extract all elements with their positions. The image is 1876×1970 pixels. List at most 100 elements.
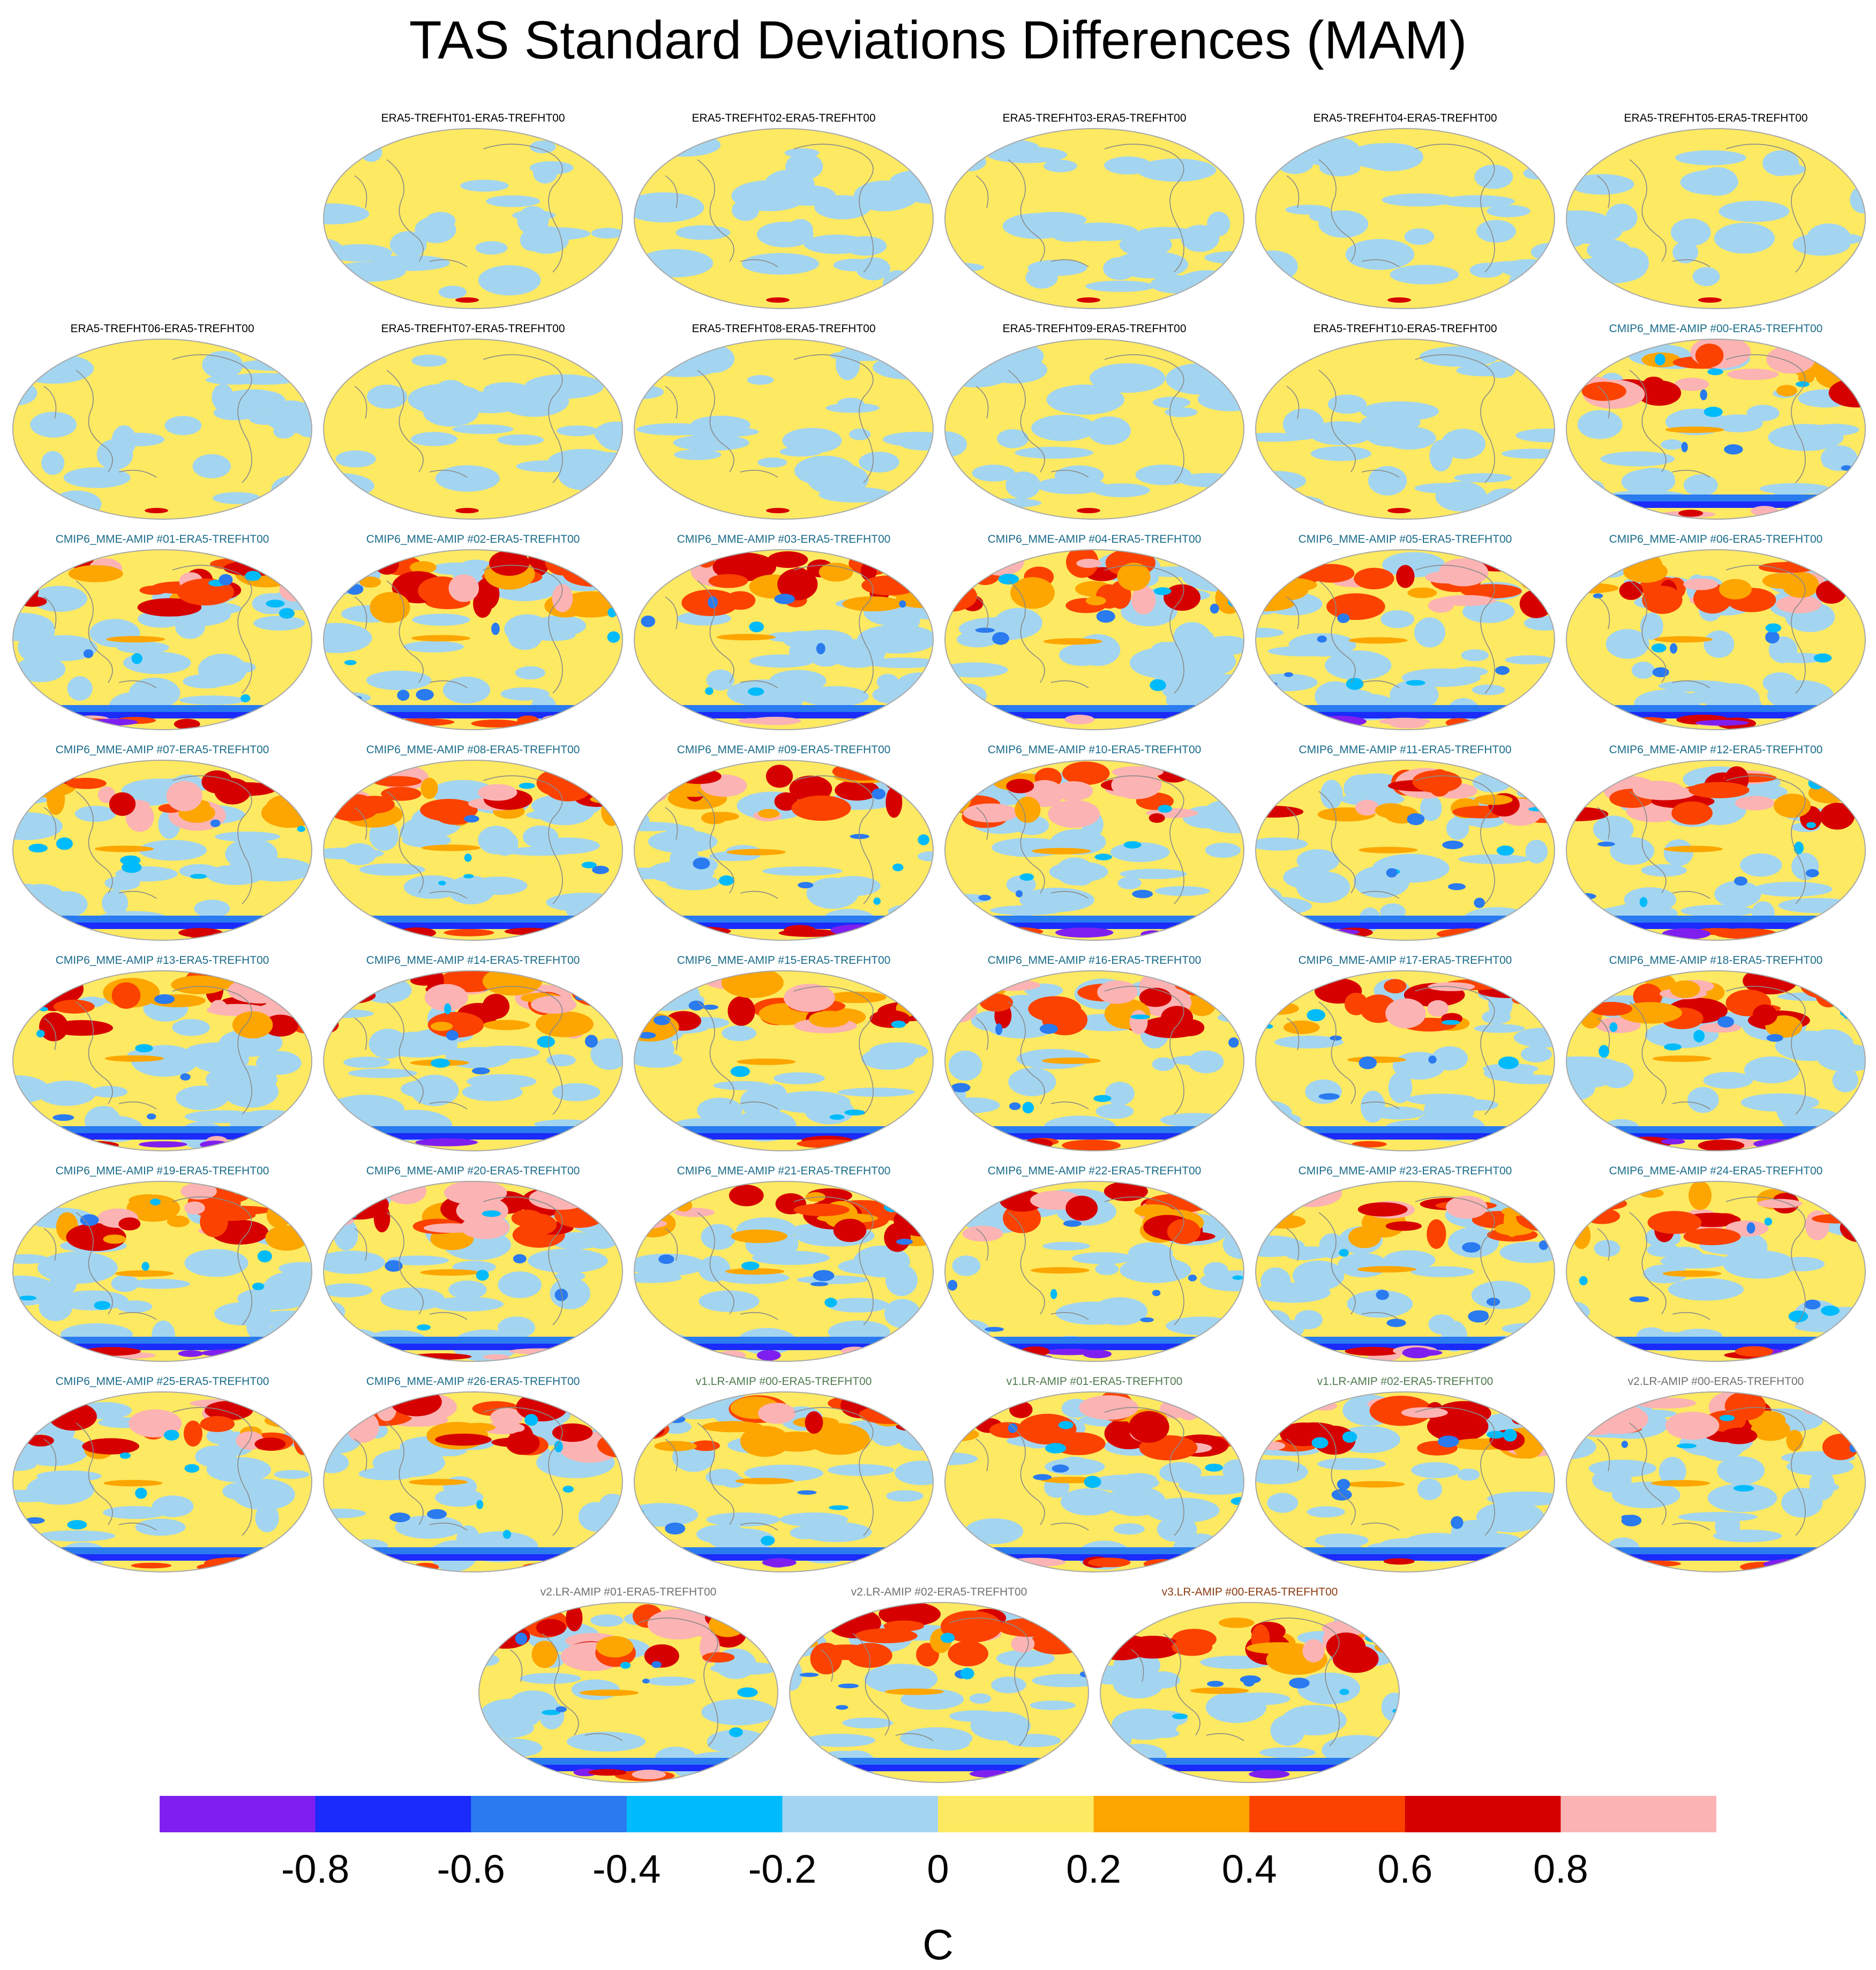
global-map	[944, 760, 1244, 941]
map-panel: ERA5-TREFHT09-ERA5-TREFHT00	[942, 322, 1247, 521]
colorbar-tick-label: 0.6	[1377, 1847, 1432, 1891]
panel-title: CMIP6_MME-AMIP #05-ERA5-TREFHT00	[1298, 533, 1512, 545]
panel-title: ERA5-TREFHT01-ERA5-TREFHT00	[381, 112, 565, 124]
panel-title: CMIP6_MME-AMIP #22-ERA5-TREFHT00	[987, 1165, 1202, 1177]
map-panel: CMIP6_MME-AMIP #00-ERA5-TREFHT00	[1563, 322, 1869, 521]
global-map	[478, 1602, 778, 1783]
global-map	[323, 128, 623, 309]
map-panel: CMIP6_MME-AMIP #23-ERA5-TREFHT00	[1252, 1164, 1558, 1364]
global-map	[634, 128, 934, 309]
panel-title: CMIP6_MME-AMIP #15-ERA5-TREFHT00	[677, 954, 891, 967]
global-map	[1100, 1602, 1400, 1783]
global-map	[944, 1181, 1244, 1362]
map-panel: ERA5-TREFHT07-ERA5-TREFHT00	[320, 322, 626, 521]
global-map	[1255, 1181, 1555, 1362]
colorbar-segment	[782, 1796, 939, 1832]
global-map	[789, 1602, 1089, 1783]
global-map	[1566, 1391, 1866, 1572]
map-panel: CMIP6_MME-AMIP #03-ERA5-TREFHT00	[631, 533, 936, 732]
global-map	[1566, 128, 1866, 309]
colorbar-segment	[938, 1796, 1094, 1832]
colorbar-tick-label: 0.2	[1066, 1847, 1121, 1891]
global-map	[1255, 128, 1555, 309]
colorbar-tick-label: 0	[927, 1847, 949, 1891]
panel-title: ERA5-TREFHT06-ERA5-TREFHT00	[70, 323, 254, 335]
global-map	[1255, 970, 1555, 1151]
global-map	[12, 549, 312, 730]
panel-title: v2.LR-AMIP #01-ERA5-TREFHT00	[540, 1586, 717, 1598]
map-panel: CMIP6_MME-AMIP #09-ERA5-TREFHT00	[631, 743, 936, 942]
colorbar-tick-label: 0.4	[1222, 1847, 1277, 1891]
panel-title: ERA5-TREFHT03-ERA5-TREFHT00	[1002, 112, 1187, 124]
map-panel: CMIP6_MME-AMIP #25-ERA5-TREFHT00	[10, 1375, 315, 1574]
global-map	[1566, 970, 1866, 1151]
global-map	[634, 339, 934, 520]
map-panel: ERA5-TREFHT05-ERA5-TREFHT00	[1563, 111, 1869, 311]
map-panel: ERA5-TREFHT03-ERA5-TREFHT00	[942, 111, 1247, 311]
panel-title: CMIP6_MME-AMIP #01-ERA5-TREFHT00	[55, 533, 269, 545]
panel-title: CMIP6_MME-AMIP #10-ERA5-TREFHT00	[987, 744, 1202, 756]
panel-title: ERA5-TREFHT04-ERA5-TREFHT00	[1313, 112, 1497, 124]
map-panel: v2.LR-AMIP #02-ERA5-TREFHT00	[786, 1585, 1092, 1785]
global-map	[944, 339, 1244, 520]
panel-title: CMIP6_MME-AMIP #24-ERA5-TREFHT00	[1609, 1165, 1823, 1177]
map-panel: ERA5-TREFHT06-ERA5-TREFHT00	[10, 322, 315, 521]
panel-title: CMIP6_MME-AMIP #13-ERA5-TREFHT00	[55, 954, 269, 967]
global-map	[634, 549, 934, 730]
map-panel: ERA5-TREFHT10-ERA5-TREFHT00	[1252, 322, 1558, 521]
global-map	[323, 1181, 623, 1362]
global-map	[323, 549, 623, 730]
panel-title: CMIP6_MME-AMIP #07-ERA5-TREFHT00	[55, 744, 269, 756]
panel-title: CMIP6_MME-AMIP #09-ERA5-TREFHT00	[677, 744, 891, 756]
global-map	[944, 1391, 1244, 1572]
map-panel: CMIP6_MME-AMIP #17-ERA5-TREFHT00	[1252, 954, 1558, 1153]
map-panel: v1.LR-AMIP #00-ERA5-TREFHT00	[631, 1375, 936, 1574]
panel-title: CMIP6_MME-AMIP #20-ERA5-TREFHT00	[366, 1165, 580, 1177]
panel-title: CMIP6_MME-AMIP #18-ERA5-TREFHT00	[1609, 954, 1823, 967]
map-panel: ERA5-TREFHT08-ERA5-TREFHT00	[631, 322, 936, 521]
global-map	[323, 339, 623, 520]
panel-title: CMIP6_MME-AMIP #25-ERA5-TREFHT00	[55, 1375, 269, 1388]
map-panel: ERA5-TREFHT04-ERA5-TREFHT00	[1252, 111, 1558, 311]
global-map	[1566, 1181, 1866, 1362]
colorbar: -0.8 -0.6 -0.4 -0.2 0 0.2 0.4 0.6 0.8	[160, 1796, 1716, 1891]
panel-title: CMIP6_MME-AMIP #19-ERA5-TREFHT00	[55, 1165, 269, 1177]
map-panel: v1.LR-AMIP #01-ERA5-TREFHT00	[942, 1375, 1247, 1574]
panel-grid: ERA5-TREFHT01-ERA5-TREFHT00 ERA5-TREFHT02…	[10, 111, 1869, 1783]
global-map	[323, 760, 623, 941]
colorbar-segment	[626, 1796, 783, 1832]
map-panel: CMIP6_MME-AMIP #07-ERA5-TREFHT00	[10, 743, 315, 942]
panel-title: CMIP6_MME-AMIP #04-ERA5-TREFHT00	[987, 533, 1202, 545]
map-panel: CMIP6_MME-AMIP #16-ERA5-TREFHT00	[942, 954, 1247, 1153]
map-panel: CMIP6_MME-AMIP #14-ERA5-TREFHT00	[320, 954, 626, 1153]
global-map	[1255, 760, 1555, 941]
global-map	[12, 970, 312, 1151]
panel-title: v1.LR-AMIP #01-ERA5-TREFHT00	[1006, 1375, 1183, 1388]
map-panel: CMIP6_MME-AMIP #06-ERA5-TREFHT00	[1563, 533, 1869, 732]
map-panel: CMIP6_MME-AMIP #15-ERA5-TREFHT00	[631, 954, 936, 1153]
global-map	[1566, 549, 1866, 730]
panel-title: v1.LR-AMIP #02-ERA5-TREFHT00	[1317, 1375, 1494, 1388]
panel-title: ERA5-TREFHT08-ERA5-TREFHT00	[692, 323, 876, 335]
panel-title: ERA5-TREFHT09-ERA5-TREFHT00	[1002, 323, 1187, 335]
panel-title: v2.LR-AMIP #00-ERA5-TREFHT00	[1627, 1375, 1804, 1388]
map-panel: CMIP6_MME-AMIP #22-ERA5-TREFHT00	[942, 1164, 1247, 1364]
global-map	[1255, 1391, 1555, 1572]
panel-title: CMIP6_MME-AMIP #23-ERA5-TREFHT00	[1298, 1165, 1512, 1177]
global-map	[12, 1391, 312, 1572]
map-panel: CMIP6_MME-AMIP #05-ERA5-TREFHT00	[1252, 533, 1558, 732]
panel-title: v3.LR-AMIP #00-ERA5-TREFHT00	[1161, 1586, 1338, 1598]
colorbar-segment	[1093, 1796, 1250, 1832]
map-panel: CMIP6_MME-AMIP #08-ERA5-TREFHT00	[320, 743, 626, 942]
map-panel: CMIP6_MME-AMIP #12-ERA5-TREFHT00	[1563, 743, 1869, 942]
map-panel: CMIP6_MME-AMIP #21-ERA5-TREFHT00	[631, 1164, 936, 1364]
panel-title: ERA5-TREFHT10-ERA5-TREFHT00	[1313, 323, 1497, 335]
global-map	[323, 970, 623, 1151]
panel-title: ERA5-TREFHT05-ERA5-TREFHT00	[1624, 112, 1808, 124]
map-panel: CMIP6_MME-AMIP #01-ERA5-TREFHT00	[10, 533, 315, 732]
colorbar-tick-label: -0.2	[748, 1847, 817, 1891]
colorbar-segment	[1249, 1796, 1406, 1832]
global-map	[944, 549, 1244, 730]
global-map	[634, 1391, 934, 1572]
global-map	[634, 760, 934, 941]
